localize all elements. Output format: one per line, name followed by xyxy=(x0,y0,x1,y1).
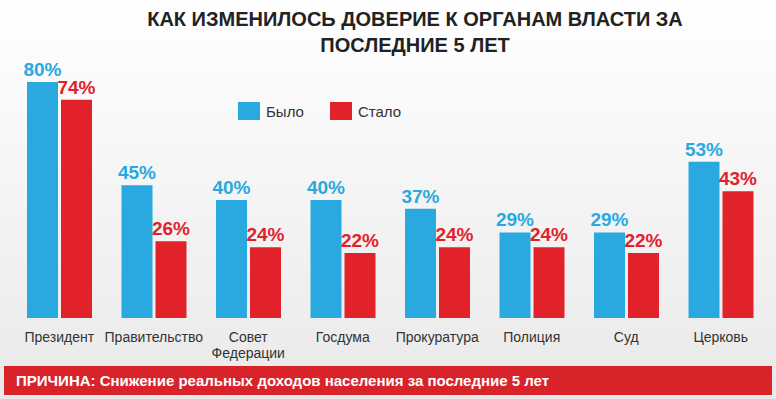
html-text:ПРИЧИНА: Снижение реальных дох: ПРИЧИНА: Снижение реальных доходов насел… xyxy=(16,372,550,389)
svg-text:45%: 45% xyxy=(118,162,156,183)
svg-text:80%: 80% xyxy=(23,59,61,80)
svg-text:29%: 29% xyxy=(496,209,534,230)
svg-text:53%: 53% xyxy=(685,139,723,160)
svg-text:Правительство: Правительство xyxy=(105,329,204,345)
svg-text:26%: 26% xyxy=(152,218,190,239)
svg-text:43%: 43% xyxy=(719,168,757,189)
svg-text:Президент: Президент xyxy=(24,329,94,345)
svg-text:Госдума: Госдума xyxy=(316,329,370,345)
svg-text:Церковь: Церковь xyxy=(693,329,748,345)
svg-text:22%: 22% xyxy=(341,230,379,251)
svg-text:СоветФедерации: СоветФедерации xyxy=(212,329,285,361)
svg-text:29%: 29% xyxy=(590,209,628,230)
svg-text:Суд: Суд xyxy=(614,329,639,345)
svg-text:Прокуратура: Прокуратура xyxy=(396,329,479,345)
svg-text:24%: 24% xyxy=(246,224,284,245)
svg-text:40%: 40% xyxy=(307,177,345,198)
html-text:КАК ИЗМЕНИЛОСЬ ДОВЕРИЕ К ОРГАН: КАК ИЗМЕНИЛОСЬ ДОВЕРИЕ К ОРГАНАМ ВЛАСТИ … xyxy=(147,8,683,56)
svg-text:Полиция: Полиция xyxy=(503,329,560,345)
svg-text:22%: 22% xyxy=(624,230,662,251)
svg-text:40%: 40% xyxy=(212,177,250,198)
html-text:Было: Было xyxy=(266,102,304,120)
svg-text:37%: 37% xyxy=(401,186,439,207)
html-text:Стало: Стало xyxy=(357,102,401,120)
svg-text:74%: 74% xyxy=(57,77,95,98)
svg-text:24%: 24% xyxy=(530,224,568,245)
svg-text:24%: 24% xyxy=(435,224,473,245)
